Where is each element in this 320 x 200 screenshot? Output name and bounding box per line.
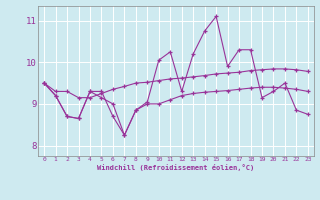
X-axis label: Windchill (Refroidissement éolien,°C): Windchill (Refroidissement éolien,°C) (97, 164, 255, 171)
